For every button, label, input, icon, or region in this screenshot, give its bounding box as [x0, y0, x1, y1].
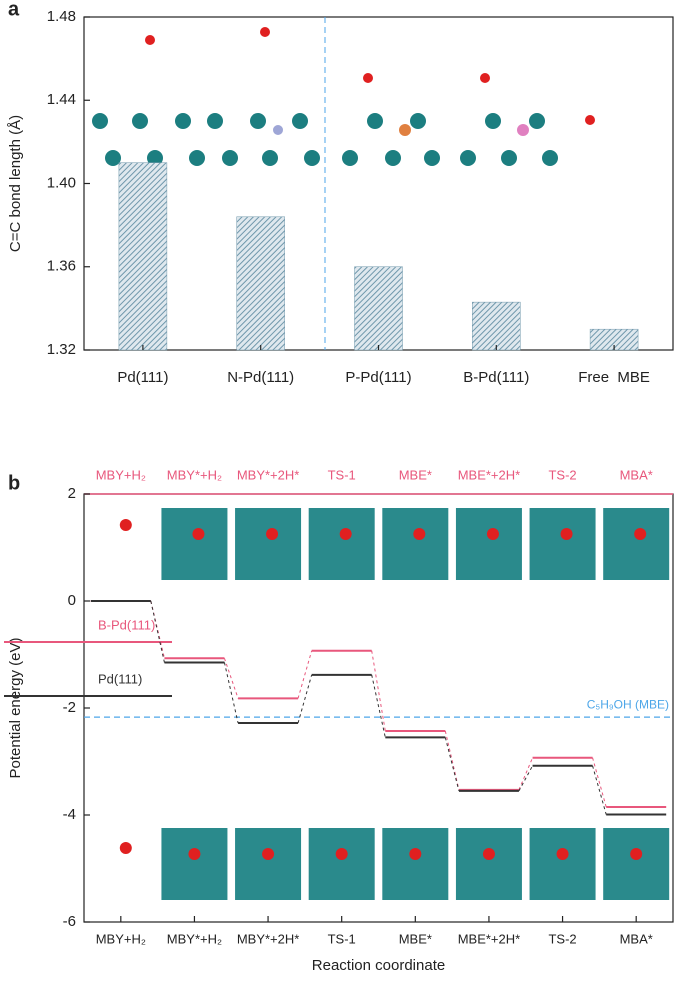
- x-tick-label: Free MBE: [578, 369, 650, 386]
- snapshot-atom: [266, 528, 279, 540]
- y-tick-label: 1.40: [47, 174, 76, 191]
- connector: [297, 674, 313, 724]
- snapshot: [308, 828, 375, 900]
- connector: [150, 600, 165, 659]
- top-label: MBY*+H₂: [167, 467, 222, 482]
- molecule-atom: [119, 519, 132, 531]
- snapshot-atom: [188, 848, 201, 860]
- connector: [444, 730, 460, 790]
- connector: [592, 757, 607, 808]
- top-label: MBE*+2H*: [458, 467, 521, 482]
- connector: [371, 674, 386, 738]
- snapshot-atom: [413, 528, 426, 540]
- snapshot: [161, 828, 228, 900]
- y-axis-label: C=C bond length (Å): [7, 115, 24, 252]
- connector: [150, 600, 165, 663]
- snapshot-atom: [556, 848, 569, 860]
- bar: [354, 266, 403, 351]
- x-tick-label: N-Pd(111): [227, 369, 294, 386]
- connector: [223, 662, 239, 724]
- y-tick-label: -2: [63, 699, 76, 716]
- snapshot: [529, 828, 596, 900]
- x-axis-label: Reaction coordinate: [312, 957, 445, 974]
- connector: [371, 650, 386, 732]
- x-tick-label: B-Pd(111): [463, 369, 529, 386]
- connector: [518, 757, 534, 791]
- legend-label: Pd(111): [98, 671, 142, 686]
- top-label: MBE*: [399, 467, 432, 482]
- bar: [472, 301, 521, 351]
- x-tick-label: MBY*+H₂: [167, 931, 222, 946]
- bar: [118, 162, 168, 351]
- y-tick-label: 2: [68, 485, 76, 502]
- surface-decor: [92, 27, 595, 166]
- top-label: MBY+H₂: [96, 467, 146, 482]
- legend-label: B-Pd(111): [98, 617, 155, 632]
- x-tick-label: TS-1: [328, 931, 356, 946]
- y-tick-label: 0: [68, 592, 76, 609]
- snapshot-atom: [339, 528, 352, 540]
- snapshot: [382, 508, 449, 580]
- x-tick-label: MBY+H₂: [96, 931, 146, 946]
- x-tick-label: TS-2: [548, 931, 576, 946]
- connector: [518, 765, 534, 792]
- connector: [444, 737, 460, 792]
- top-label: TS-1: [328, 467, 356, 482]
- snapshot: [455, 508, 522, 580]
- x-tick-label: MBE*: [399, 931, 432, 946]
- snapshot-atom: [409, 848, 422, 860]
- panel-letter: a: [8, 0, 20, 20]
- snapshot-atom: [192, 528, 205, 540]
- y-tick-label: 1.36: [47, 258, 76, 275]
- y-tick-label: 1.32: [47, 341, 76, 358]
- snapshot-atom: [482, 848, 495, 860]
- top-label: MBY*+2H*: [237, 467, 300, 482]
- snapshot-atom: [335, 848, 348, 860]
- snapshot: [603, 508, 670, 580]
- x-tick-label: P-Pd(111): [345, 369, 411, 386]
- reference-label: C₅H₉OH (MBE): [587, 697, 669, 711]
- snapshot-atom: [560, 528, 573, 540]
- y-tick-label: -4: [63, 806, 76, 823]
- snapshot-atom: [262, 848, 275, 860]
- connector: [297, 650, 313, 699]
- connector: [592, 765, 607, 815]
- connector: [223, 658, 239, 699]
- snapshot: [308, 508, 375, 580]
- snapshot: [529, 508, 596, 580]
- snapshot: [603, 828, 670, 900]
- top-label: TS-2: [548, 467, 576, 482]
- x-tick-label: Pd(111): [117, 369, 168, 386]
- x-tick-label: MBY*+2H*: [237, 931, 300, 946]
- panel-letter: b: [8, 472, 20, 494]
- y-axis-label: Potential energy (eV): [7, 638, 24, 779]
- y-tick-label: 1.44: [47, 91, 76, 108]
- snapshot: [382, 828, 449, 900]
- y-tick-label: 1.48: [47, 8, 76, 25]
- top-label: MBA*: [620, 467, 653, 482]
- x-tick-label: MBE*+2H*: [458, 931, 521, 946]
- y-tick-label: -6: [63, 913, 76, 930]
- snapshot: [235, 508, 302, 580]
- snapshot-atom: [486, 528, 499, 540]
- snapshot: [455, 828, 522, 900]
- snapshot-atom: [634, 528, 647, 540]
- snapshot-atom: [630, 848, 643, 860]
- x-tick-label: MBA*: [620, 931, 653, 946]
- molecule-atom: [119, 842, 132, 854]
- bar: [236, 216, 285, 351]
- snapshot: [235, 828, 302, 900]
- snapshot: [161, 508, 228, 580]
